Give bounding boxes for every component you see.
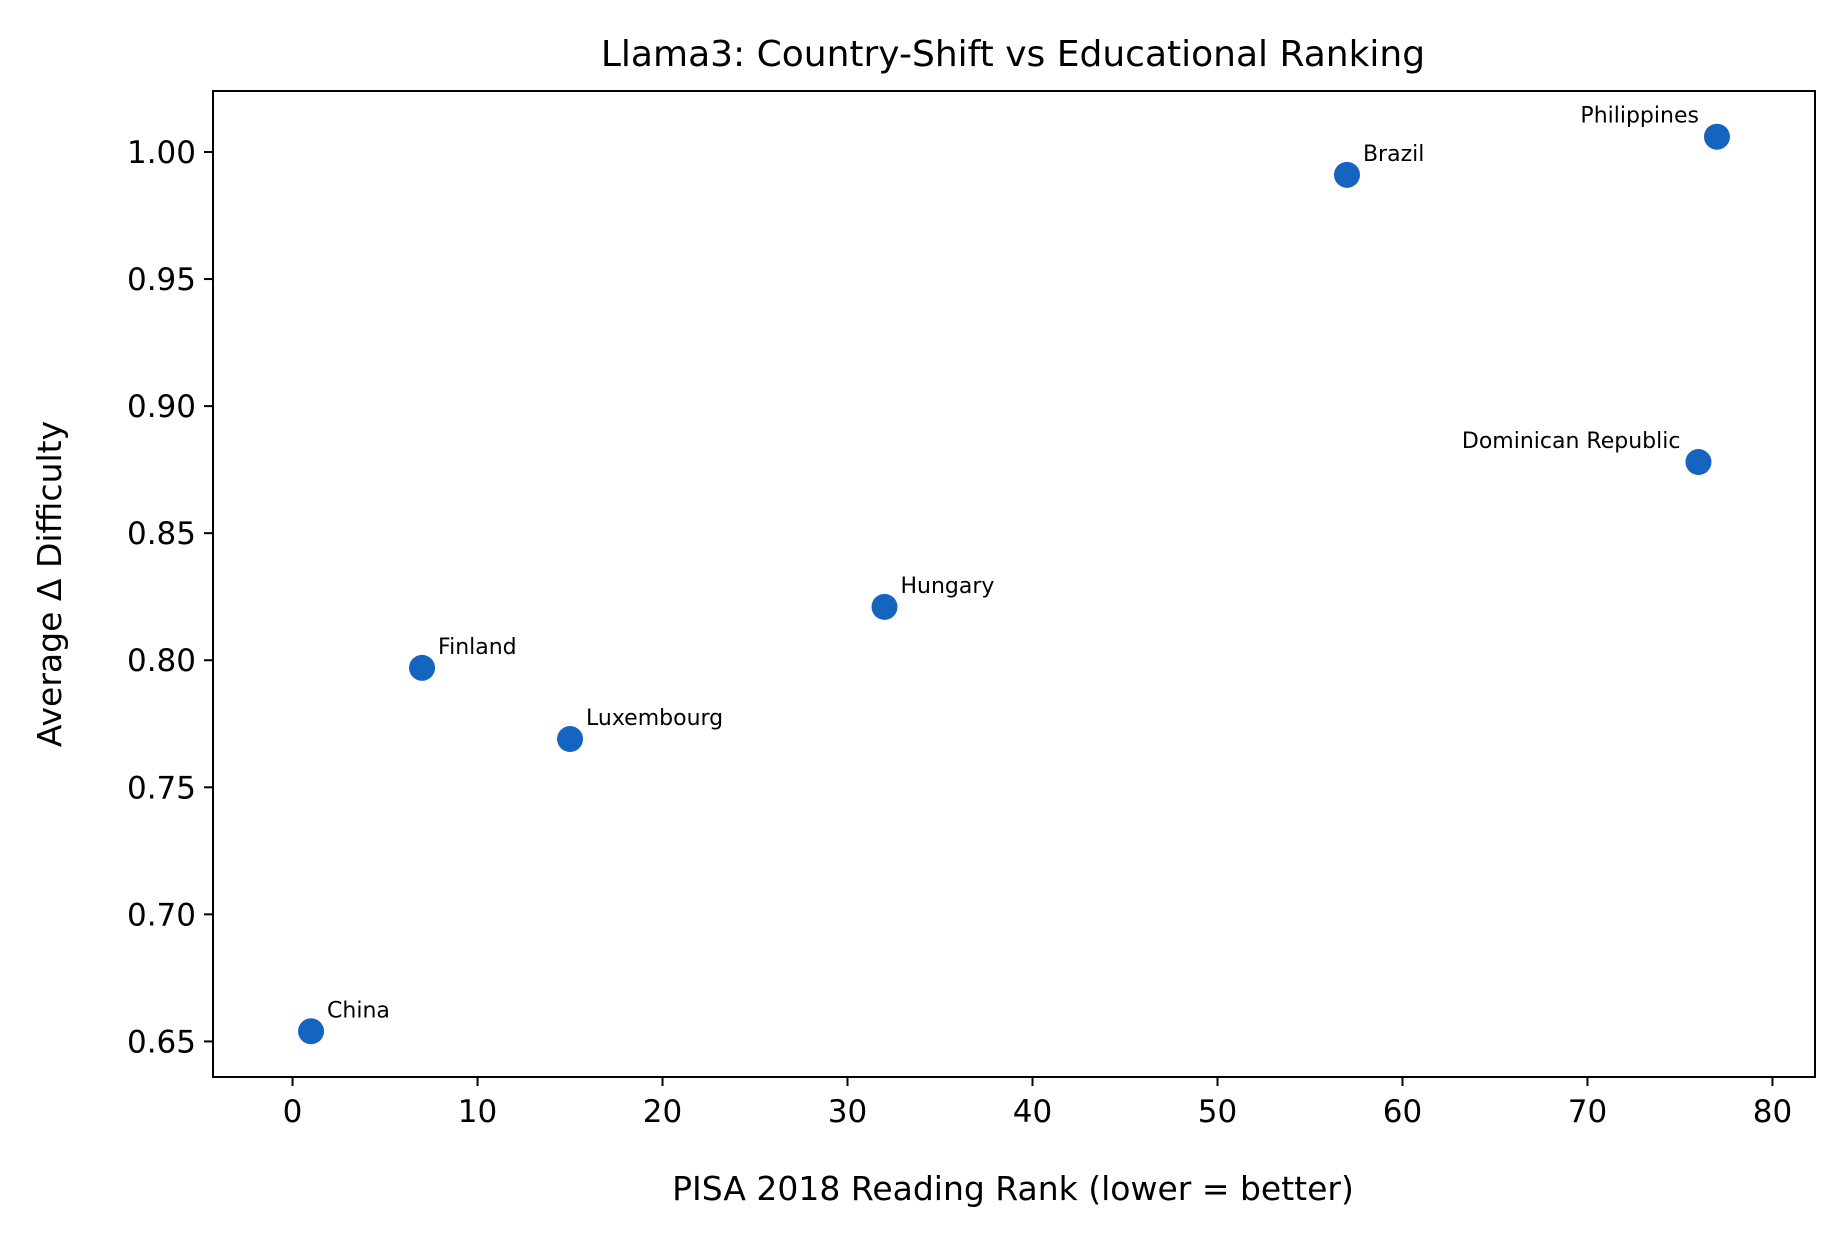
y-axis: 0.65 0.70 0.75 0.80 0.85 0.90 0.95 1.00 <box>127 135 213 1060</box>
plot-area <box>212 90 1816 1078</box>
data-point-finland <box>409 654 436 681</box>
chart-title: Llama3: Country-Shift vs Educational Ran… <box>601 34 1425 75</box>
y-tick-label: 1.00 <box>127 135 196 171</box>
x-axis: 0 10 20 30 40 50 60 70 80 <box>283 1077 1792 1130</box>
data-point-hungary <box>871 593 898 620</box>
x-tick-label: 80 <box>1753 1094 1792 1130</box>
data-point-china <box>298 1018 325 1045</box>
data-point-brazil <box>1333 161 1360 188</box>
x-tick-label: 60 <box>1383 1094 1422 1130</box>
point-label: Brazil <box>1363 142 1424 167</box>
x-tick-label: 20 <box>643 1094 682 1130</box>
point-label: Finland <box>438 635 517 660</box>
point-label: Dominican Republic <box>1462 429 1681 454</box>
data-points: China Finland Luxembourg Hungary Brazil Domin… <box>298 104 1730 1045</box>
y-tick-label: 0.65 <box>127 1024 196 1060</box>
y-tick-label: 0.75 <box>127 770 196 806</box>
data-point-dominican-republic <box>1685 449 1712 476</box>
y-tick-label: 0.95 <box>127 262 196 298</box>
x-tick-label: 40 <box>1013 1094 1052 1130</box>
data-point-philippines <box>1703 123 1730 150</box>
x-tick-label: 50 <box>1198 1094 1237 1130</box>
x-tick-label: 70 <box>1568 1094 1607 1130</box>
point-label: China <box>327 998 390 1023</box>
y-axis-label: Average Δ Difficulty <box>30 421 69 747</box>
x-axis-label: PISA 2018 Reading Rank (lower = better) <box>672 1169 1354 1208</box>
x-tick-label: 10 <box>458 1094 497 1130</box>
y-tick-label: 0.85 <box>127 516 196 552</box>
data-point-luxembourg <box>557 726 584 753</box>
y-tick-label: 0.90 <box>127 389 196 425</box>
x-tick-label: 0 <box>283 1094 303 1130</box>
y-tick-label: 0.80 <box>127 643 196 679</box>
point-label: Philippines <box>1580 104 1699 129</box>
x-tick-label: 30 <box>828 1094 867 1130</box>
point-label: Luxembourg <box>586 706 723 731</box>
point-label: Hungary <box>901 574 995 599</box>
y-tick-label: 0.70 <box>127 897 196 933</box>
